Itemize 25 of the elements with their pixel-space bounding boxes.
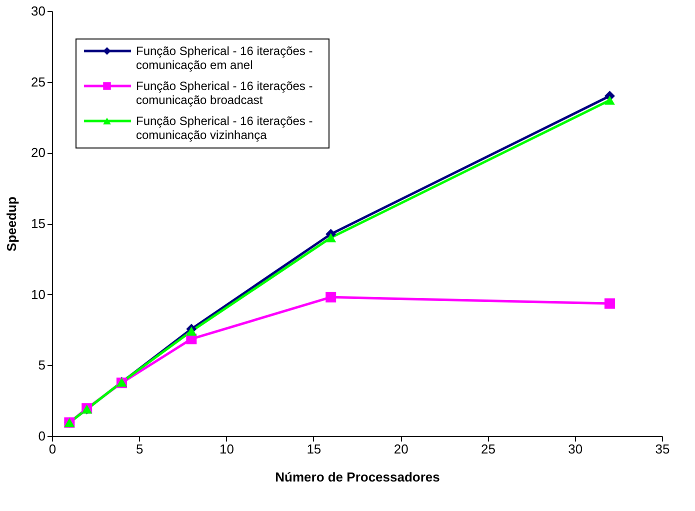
legend-label: Função Spherical - 16 iterações - comunicação vizinhança xyxy=(136,114,313,142)
x-tick-label: 30 xyxy=(568,442,583,456)
x-tick-label: 15 xyxy=(306,442,322,456)
x-tick-label: 20 xyxy=(394,442,408,456)
point xyxy=(326,292,336,302)
y-tick-label: 25 xyxy=(31,74,46,90)
point xyxy=(604,96,615,105)
x-tick-label: 5 xyxy=(136,442,144,456)
point xyxy=(326,233,336,242)
y-tick-label: 15 xyxy=(31,216,46,231)
x-tick-label: 25 xyxy=(480,442,496,456)
y-axis-title: Speedup xyxy=(4,196,20,252)
point xyxy=(186,326,197,336)
point xyxy=(604,298,615,309)
legend-label: Função Spherical - 16 iterações - comunicação em anel xyxy=(136,44,313,72)
x-tick-label: 0 xyxy=(48,442,56,456)
y-tick-label: 10 xyxy=(31,286,46,302)
y-tick-label: 20 xyxy=(31,145,46,160)
y-tick-label: 30 xyxy=(31,4,46,18)
y-tick-label: 0 xyxy=(38,428,46,444)
legend-label: Função Spherical - 16 iterações - comunicação broadcast xyxy=(136,79,313,107)
x-axis-title: Número de Processadores xyxy=(275,470,440,484)
x-tick-label: 35 xyxy=(655,442,670,456)
x-tick-label: 10 xyxy=(220,442,234,456)
y-tick-label: 5 xyxy=(38,358,46,373)
